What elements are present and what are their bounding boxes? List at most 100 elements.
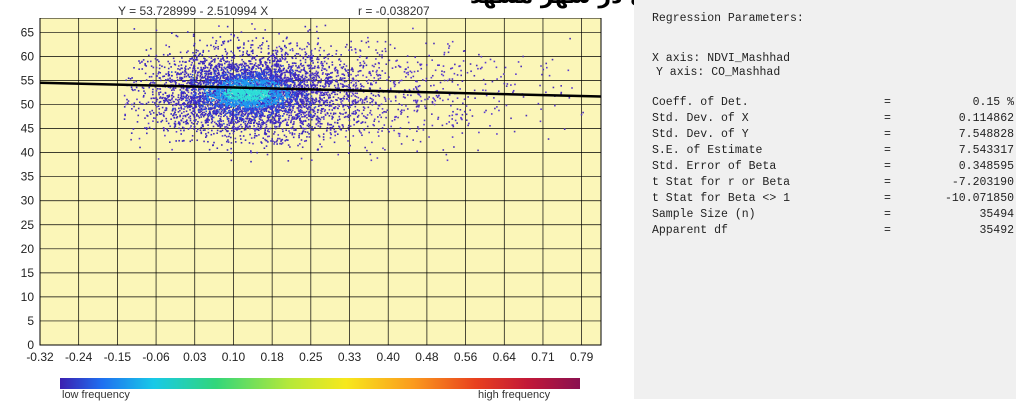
density-point	[308, 114, 310, 116]
density-point	[181, 68, 183, 70]
density-point	[138, 108, 140, 110]
density-point	[370, 75, 372, 77]
density-point	[234, 55, 236, 57]
density-point	[229, 124, 231, 126]
density-point	[466, 105, 468, 107]
density-point	[228, 141, 230, 143]
density-point	[163, 75, 165, 77]
density-point	[210, 45, 212, 47]
density-point	[274, 141, 276, 143]
density-point	[366, 76, 368, 78]
density-point	[292, 50, 294, 52]
density-point	[317, 117, 319, 119]
density-point	[217, 48, 219, 50]
density-point	[254, 130, 256, 132]
density-point	[158, 105, 160, 107]
density-point	[344, 63, 346, 65]
density-point	[216, 112, 218, 114]
density-point	[216, 55, 218, 57]
density-point	[265, 108, 267, 110]
density-point	[277, 60, 279, 62]
density-point	[245, 121, 247, 123]
density-point	[322, 65, 324, 67]
density-point	[195, 59, 197, 61]
density-point	[395, 66, 397, 68]
density-point	[292, 117, 294, 119]
density-point	[331, 61, 333, 63]
density-point	[386, 79, 388, 81]
density-point	[383, 111, 385, 113]
density-point	[139, 147, 141, 149]
density-point	[143, 95, 145, 97]
density-point	[231, 130, 233, 132]
density-point	[330, 137, 332, 139]
density-point	[254, 117, 256, 119]
density-point	[288, 115, 290, 117]
density-point	[343, 109, 345, 111]
density-point	[279, 138, 281, 140]
density-point	[226, 124, 228, 126]
density-point	[348, 84, 350, 86]
density-point	[339, 64, 341, 66]
density-point	[478, 132, 480, 134]
density-point	[215, 42, 217, 44]
density-point	[186, 76, 188, 78]
density-point	[318, 81, 320, 83]
density-point	[269, 71, 271, 73]
density-point	[227, 66, 229, 68]
density-point	[173, 58, 175, 60]
density-point	[436, 95, 438, 97]
density-point	[498, 101, 500, 103]
density-point	[173, 96, 175, 98]
density-point	[261, 103, 263, 105]
density-point	[202, 51, 204, 53]
density-point	[367, 37, 369, 39]
density-point	[485, 83, 487, 85]
density-point	[293, 129, 295, 131]
density-point	[491, 113, 493, 115]
density-point	[178, 127, 180, 129]
density-point	[261, 44, 263, 46]
density-point	[342, 86, 344, 88]
density-point	[302, 76, 304, 78]
density-point	[360, 70, 362, 72]
density-point	[264, 29, 266, 31]
density-point	[179, 61, 181, 63]
density-point	[255, 37, 257, 39]
density-point	[240, 135, 242, 137]
density-point	[184, 74, 186, 76]
density-point	[194, 68, 196, 70]
density-point	[237, 120, 239, 122]
density-point	[301, 158, 303, 160]
density-point	[384, 48, 386, 50]
density-point	[324, 111, 326, 113]
x-tick-label: 0.25	[299, 350, 323, 364]
density-point	[206, 120, 208, 122]
density-point	[247, 126, 249, 128]
density-point	[249, 125, 251, 127]
density-point	[172, 88, 174, 90]
density-point	[175, 99, 177, 101]
density-point	[321, 108, 323, 110]
density-point	[404, 71, 406, 73]
density-point	[158, 112, 160, 114]
density-point	[401, 104, 403, 106]
density-point	[204, 58, 206, 60]
density-point	[201, 122, 203, 124]
density-point	[362, 67, 364, 69]
density-point	[317, 125, 319, 127]
density-point	[375, 95, 377, 97]
density-point	[259, 45, 261, 47]
density-point	[227, 41, 229, 43]
density-point	[345, 136, 347, 138]
density-point	[289, 102, 291, 104]
density-point	[213, 126, 215, 128]
density-point	[169, 125, 171, 127]
density-point	[276, 47, 278, 49]
density-point	[438, 117, 440, 119]
density-point	[157, 114, 159, 116]
density-point	[258, 126, 260, 128]
density-point	[321, 98, 323, 100]
density-point	[251, 76, 253, 78]
density-point	[209, 149, 211, 151]
